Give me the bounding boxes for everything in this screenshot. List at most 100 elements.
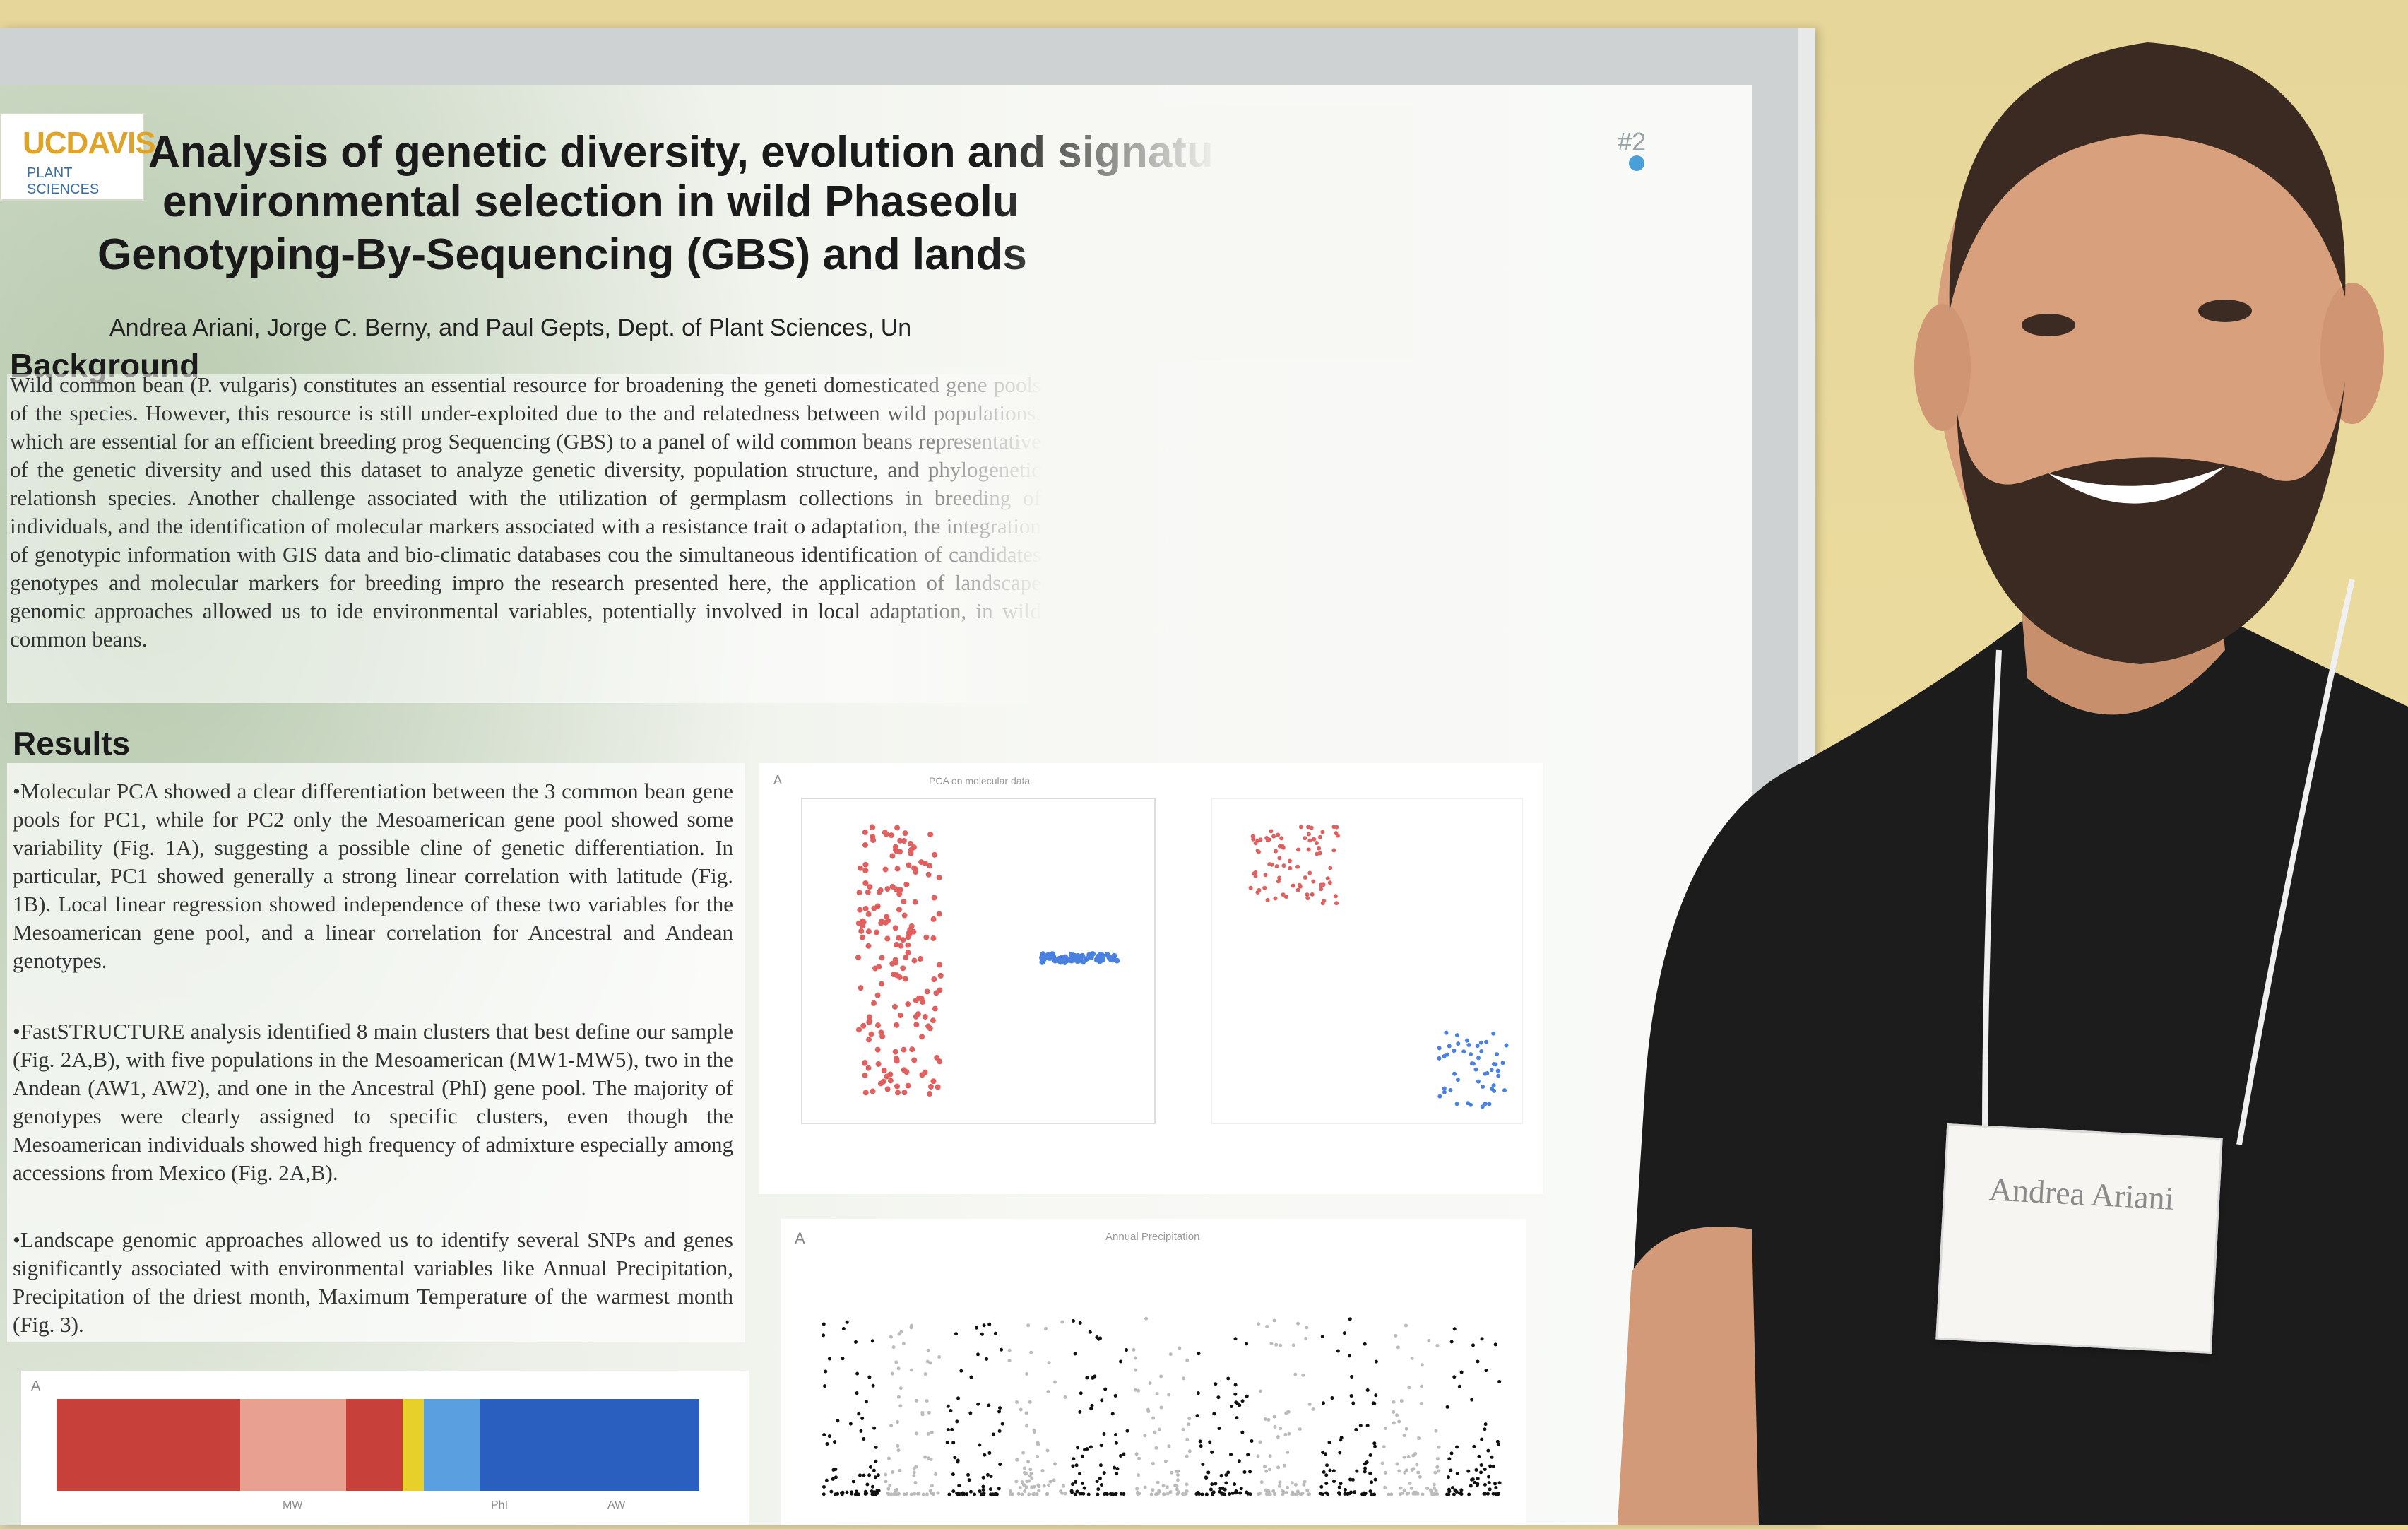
manhattan-point (1163, 1459, 1168, 1463)
manhattan-point (1020, 1492, 1024, 1496)
manhattan-point (1197, 1352, 1201, 1356)
manhattan-point (889, 1335, 893, 1339)
manhattan-point (1079, 1391, 1083, 1395)
latitude-point (1456, 1041, 1461, 1046)
pca-points-mesoamerican (855, 824, 944, 1097)
manhattan-point (1060, 1320, 1064, 1324)
pca-point (891, 1003, 898, 1010)
latitude-point (1283, 895, 1288, 899)
manhattan-point (889, 1492, 894, 1496)
manhattan-point (1459, 1488, 1464, 1492)
manhattan-point (1271, 1489, 1276, 1493)
pca-point (896, 907, 902, 913)
latitude-point (1483, 1102, 1488, 1106)
manhattan-point (874, 1492, 878, 1496)
manhattan-point (1259, 1480, 1264, 1484)
manhattan-point (896, 1444, 900, 1448)
manhattan-point (1276, 1465, 1281, 1470)
manhattan-point (1399, 1486, 1403, 1490)
manhattan-point (1372, 1492, 1377, 1496)
latitude-point (1479, 1049, 1484, 1053)
manhattan-point (915, 1398, 919, 1403)
fig3-label-phi: PhI (491, 1499, 508, 1511)
manhattan-point (1350, 1375, 1354, 1379)
pca-point (894, 825, 901, 831)
latitude-point (1328, 866, 1333, 870)
manhattan-point (868, 1465, 872, 1469)
manhattan-point (1418, 1475, 1422, 1479)
manhattan-point (1472, 1444, 1476, 1448)
manhattan-point (934, 1472, 938, 1477)
manhattan-point (978, 1443, 982, 1447)
fig1-title: PCA on molecular data (929, 775, 1030, 786)
manhattan-point (1204, 1476, 1209, 1480)
manhattan-point (1104, 1492, 1108, 1496)
pca-point (860, 923, 866, 929)
results-panel (7, 763, 745, 1342)
manhattan-point (876, 1473, 880, 1477)
manhattan-point (1032, 1492, 1036, 1496)
pca-point (858, 928, 865, 934)
pca-point (871, 1000, 877, 1006)
pca-point (1068, 952, 1074, 958)
structure-bar (403, 1399, 424, 1491)
latitude-point (1484, 1039, 1489, 1044)
pca-point (887, 1071, 894, 1078)
manhattan-point (858, 1473, 862, 1477)
latitude-point (1476, 1056, 1481, 1061)
manhattan-point (1279, 1427, 1283, 1431)
fig3-panel-label: A (31, 1379, 41, 1394)
manhattan-point (1365, 1388, 1370, 1392)
manhattan-point (822, 1333, 826, 1338)
manhattan-point (1201, 1463, 1205, 1467)
manhattan-point (1224, 1472, 1228, 1477)
manhattan-point (1229, 1453, 1233, 1457)
pca-point (936, 911, 942, 917)
pca-point (922, 860, 928, 866)
manhattan-point (1402, 1488, 1406, 1492)
manhattan-point (1368, 1453, 1372, 1458)
ear (1914, 304, 1971, 431)
manhattan-point (1417, 1436, 1421, 1441)
manhattan-point (1185, 1489, 1189, 1494)
pca-point (858, 985, 864, 991)
manhattan-point (915, 1431, 919, 1436)
latitude-points-andean (1437, 1030, 1509, 1109)
pca-point (879, 955, 885, 961)
manhattan-point (1144, 1316, 1149, 1321)
manhattan-point (1175, 1487, 1179, 1492)
manhattan-point (1286, 1450, 1290, 1454)
glare-overlay (989, 106, 1413, 360)
pca-point (1093, 957, 1100, 963)
manhattan-point (1098, 1336, 1103, 1340)
manhattan-point (1392, 1421, 1396, 1425)
manhattan-point (845, 1490, 849, 1494)
manhattan-point (1089, 1406, 1093, 1410)
manhattan-point (1389, 1492, 1394, 1496)
manhattan-point (1263, 1464, 1267, 1468)
manhattan-point (1469, 1484, 1473, 1488)
latitude-point (1277, 844, 1282, 849)
manhattan-point (827, 1434, 831, 1439)
manhattan-point (841, 1357, 845, 1361)
manhattan-point (1146, 1410, 1151, 1414)
manhattan-point (949, 1408, 953, 1412)
manhattan-point (1053, 1462, 1057, 1466)
manhattan-point (1212, 1412, 1216, 1416)
pca-point (855, 955, 862, 961)
manhattan-point (840, 1492, 844, 1496)
badge-name: Andrea Ariani (1988, 1171, 2175, 1217)
pca-point (892, 846, 898, 853)
manhattan-point (1327, 1440, 1331, 1444)
manhattan-point (874, 1459, 878, 1463)
manhattan-point (896, 1448, 901, 1453)
manhattan-point (1233, 1383, 1238, 1387)
manhattan-point (1336, 1349, 1340, 1353)
manhattan-point (1351, 1477, 1355, 1482)
manhattan-point (1324, 1491, 1329, 1495)
manhattan-point (1071, 1318, 1075, 1323)
manhattan-point (989, 1474, 993, 1478)
manhattan-point (1373, 1444, 1377, 1448)
manhattan-point (1137, 1492, 1141, 1496)
manhattan-point (1032, 1428, 1036, 1432)
